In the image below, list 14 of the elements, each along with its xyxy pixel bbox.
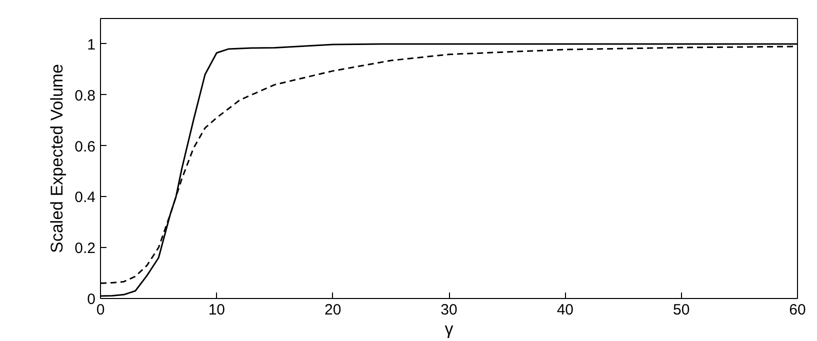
x-tick-label: 20 — [324, 302, 342, 318]
y-tick-label: 0.8 — [74, 87, 96, 104]
x-tick-label: 30 — [440, 302, 458, 318]
y-axis-title: Scaled Expected Volume — [48, 64, 67, 254]
y-tick-label: 0 — [87, 291, 96, 308]
x-tick-label: 50 — [672, 302, 690, 318]
x-axis-title: γ — [444, 320, 454, 338]
x-tick-label: 10 — [208, 302, 226, 318]
x-tick-label: 40 — [556, 302, 574, 318]
y-tick-label: 0.4 — [74, 189, 96, 206]
y-tick-label: 0.6 — [74, 138, 96, 156]
y-tick-label: 0.2 — [74, 240, 96, 258]
y-tick-label: 1 — [87, 36, 96, 54]
x-tick-label: 60 — [789, 302, 806, 318]
